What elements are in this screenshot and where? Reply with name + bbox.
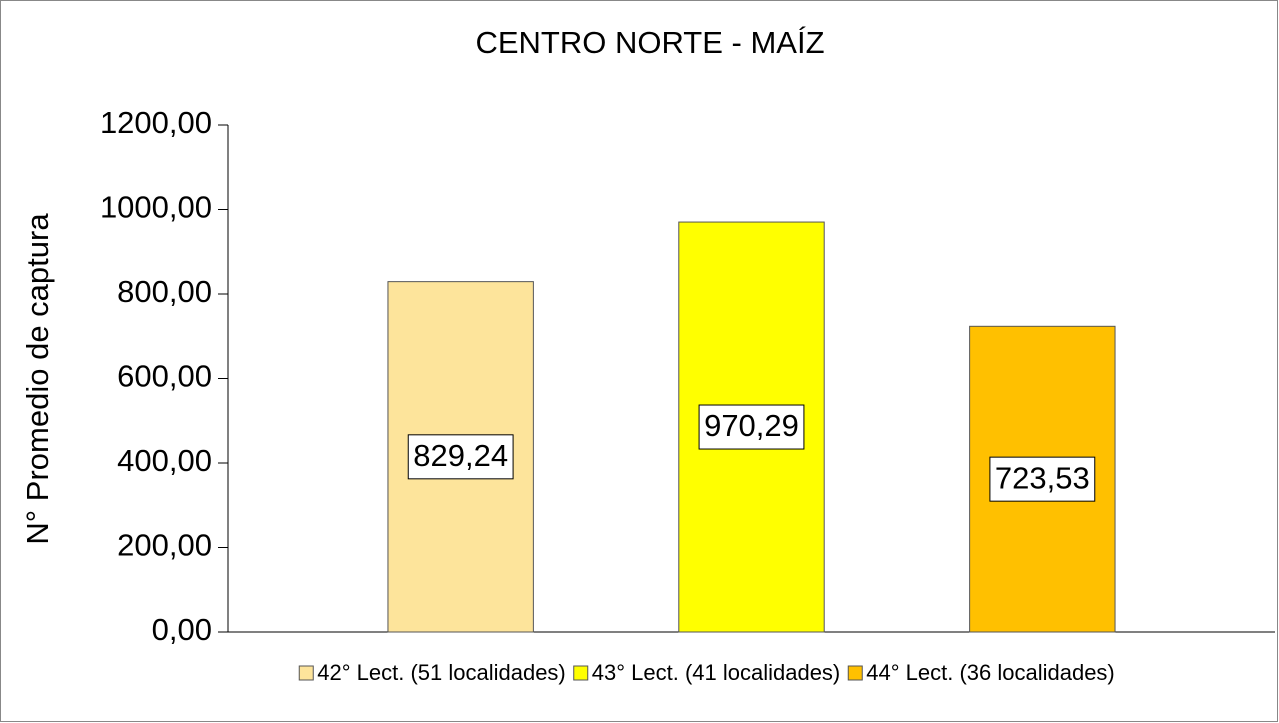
- y-axis-label: N° Promedio de captura: [20, 213, 55, 545]
- legend-label: 44° Lect. (36 localidades): [866, 660, 1115, 685]
- y-tick-label: 1200,00: [100, 105, 212, 140]
- legend-marker: [573, 665, 589, 681]
- data-label-box: [989, 456, 1096, 502]
- legend-label: 43° Lect. (41 localidades): [592, 660, 841, 685]
- legend-label: 42° Lect. (51 localidades): [317, 660, 566, 685]
- y-tick-label: 600,00: [117, 359, 212, 394]
- data-label: 970,29: [704, 408, 799, 443]
- y-tick-label: 800,00: [117, 274, 212, 309]
- y-tick-label: 0,00: [152, 612, 212, 647]
- data-label: 723,53: [995, 460, 1090, 495]
- data-label: 829,24: [413, 438, 508, 473]
- data-label-box: [698, 404, 805, 450]
- y-tick-label: 1000,00: [100, 190, 212, 225]
- legend-marker: [847, 665, 863, 681]
- legend-marker: [298, 665, 314, 681]
- y-tick-label: 400,00: [117, 443, 212, 478]
- y-tick-label: 200,00: [117, 528, 212, 563]
- chart-title: CENTRO NORTE - MAÍZ: [475, 25, 824, 60]
- data-label-box: [407, 434, 514, 480]
